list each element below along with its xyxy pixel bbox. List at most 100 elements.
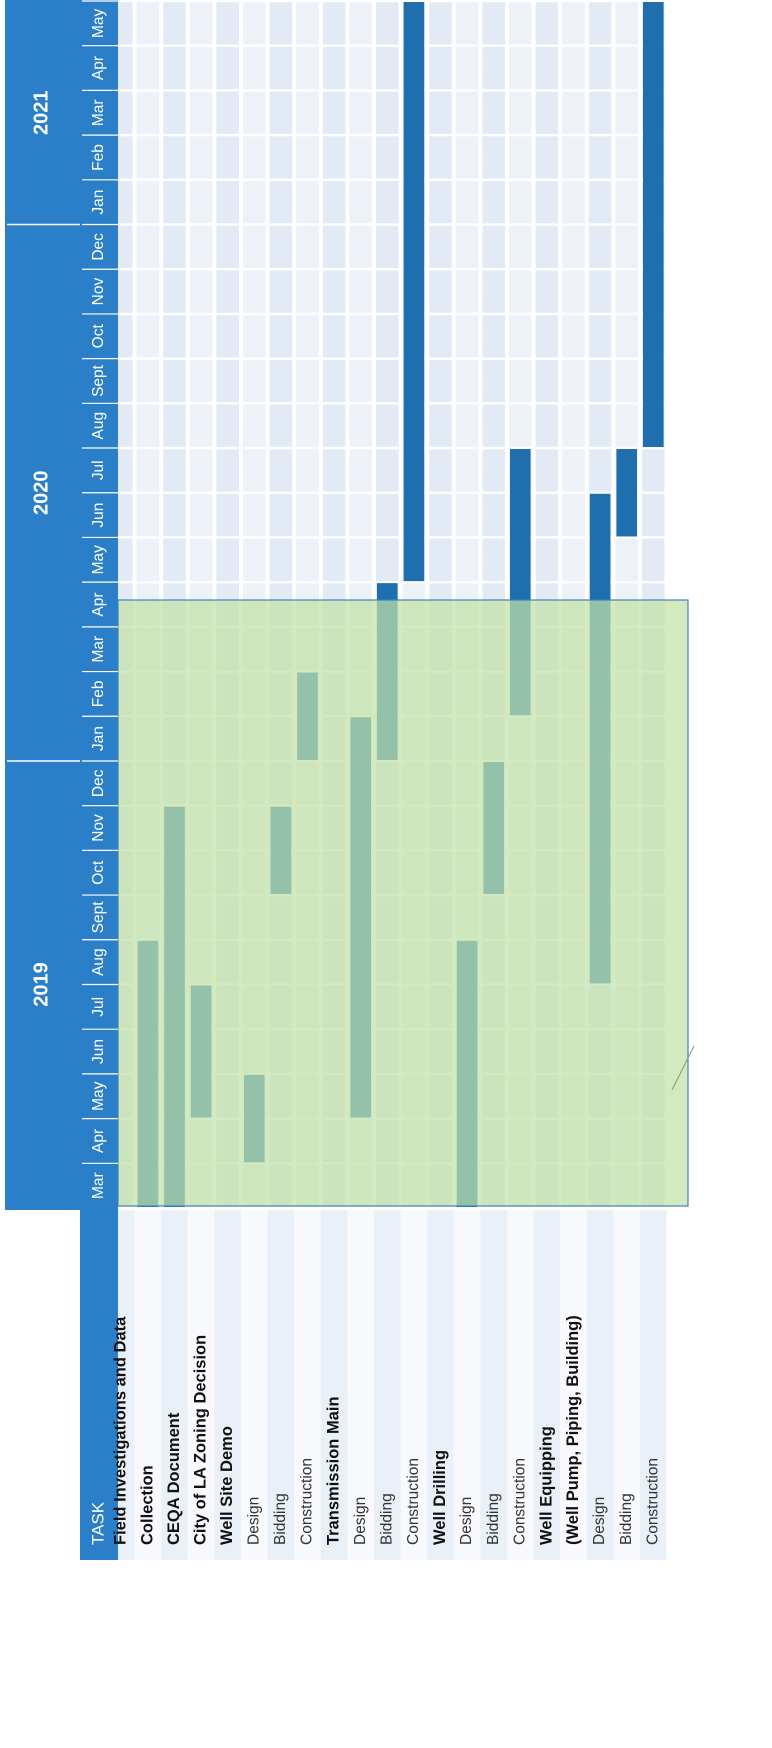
grid-cell (535, 136, 559, 179)
grid-cell (615, 359, 638, 403)
grid-cell (189, 404, 213, 447)
task-label-cell (320, 1210, 348, 1560)
grid-cell (588, 270, 612, 313)
grid-cell (562, 270, 585, 313)
grid-cell (216, 181, 239, 224)
grid-cell (322, 136, 346, 179)
grid-cell (189, 449, 213, 492)
grid-cell (322, 225, 346, 269)
grid-cell (509, 270, 532, 313)
grid-cell (296, 91, 319, 134)
grid-cell (455, 46, 479, 90)
task-label: City of LA Zoning Decision (191, 1335, 209, 1545)
grid-cell (163, 136, 186, 179)
grid-cell (243, 404, 266, 447)
grid-cell (429, 136, 452, 179)
grid-cell (535, 181, 559, 224)
task-label: Bidding (272, 1493, 289, 1545)
grid-cell (269, 359, 293, 403)
grid-cell (562, 91, 585, 134)
grid-cell (482, 270, 505, 313)
task-label-cell (161, 1210, 188, 1560)
grid-cell (376, 449, 399, 492)
task-label: Bidding (378, 1493, 395, 1545)
grid-cell (615, 2, 638, 45)
month-label: Sept (90, 901, 107, 934)
grid-cell (509, 225, 532, 269)
grid-cell (562, 493, 585, 537)
task-label-cell (507, 1210, 534, 1560)
grid-cell (136, 493, 160, 537)
grid-cell (243, 270, 266, 313)
grid-cell (349, 315, 372, 358)
grid-cell (216, 404, 239, 447)
grid-cell (349, 46, 372, 90)
grid-cell (455, 538, 479, 581)
grid-cell (535, 2, 559, 45)
task-label-cell (214, 1210, 241, 1560)
grid-cell (482, 315, 505, 358)
month-label: Jan (90, 726, 107, 751)
grid-cell (216, 315, 239, 358)
grid-cell (482, 538, 505, 581)
grid-cell (455, 493, 479, 537)
grid-cell (296, 449, 319, 492)
task-label: CEQA Document (165, 1412, 183, 1545)
grid-cell (243, 359, 266, 403)
task-label-cell (267, 1210, 295, 1560)
grid-cell (216, 225, 239, 269)
task-label-cell (453, 1210, 481, 1560)
grid-cell (243, 181, 266, 224)
task-label-cell (347, 1210, 374, 1560)
grid-cell (296, 46, 319, 90)
task-label: Well Equipping (537, 1426, 555, 1545)
grid-cell (322, 404, 346, 447)
grid-cell (243, 315, 266, 358)
task-header-cell (80, 1210, 118, 1560)
grid-cell (269, 493, 293, 537)
grid-cell (296, 2, 319, 45)
task-label: (Well Pump, Piping, Building) (564, 1315, 582, 1545)
grid-cell (163, 359, 186, 403)
grid-cell (376, 181, 399, 224)
grid-cell (588, 2, 612, 45)
grid-cell (349, 538, 372, 581)
grid-cell (136, 46, 160, 90)
task-label-cell (560, 1210, 587, 1560)
grid-cell (322, 181, 346, 224)
grid-cell (429, 359, 452, 403)
grid-cell (189, 270, 213, 313)
month-band (80, 0, 118, 1210)
grid-cell (216, 538, 239, 581)
grid-cell (455, 270, 479, 313)
grid-cell (296, 404, 319, 447)
grid-cell (535, 315, 559, 358)
task-label-cell (134, 1210, 162, 1560)
month-label: Apr (90, 1129, 107, 1153)
grid-cell (429, 91, 452, 134)
grid-cell (588, 225, 612, 269)
grid-cell (322, 538, 346, 581)
year-label: 2019 (30, 962, 52, 1007)
grid-cell (243, 91, 266, 134)
task-label-cell (294, 1210, 321, 1560)
month-label: Jun (90, 503, 107, 528)
grid-cell (429, 449, 452, 492)
grid-cell (455, 181, 479, 224)
overlay-mark (671, 1045, 695, 1091)
grid-cell (588, 315, 612, 358)
grid-cell (429, 181, 452, 224)
grid-cell (642, 538, 665, 581)
month-label: May (90, 545, 107, 575)
grid-cell (482, 46, 505, 90)
grid-cell (535, 404, 559, 447)
task-label: Construction (299, 1458, 316, 1545)
month-label: Feb (90, 144, 107, 171)
grid-cell (269, 538, 293, 581)
grid-cell (535, 359, 559, 403)
grid-cell (562, 449, 585, 492)
grid-cell (562, 315, 585, 358)
grid-cell (588, 449, 612, 492)
task-label-cell (640, 1210, 667, 1560)
